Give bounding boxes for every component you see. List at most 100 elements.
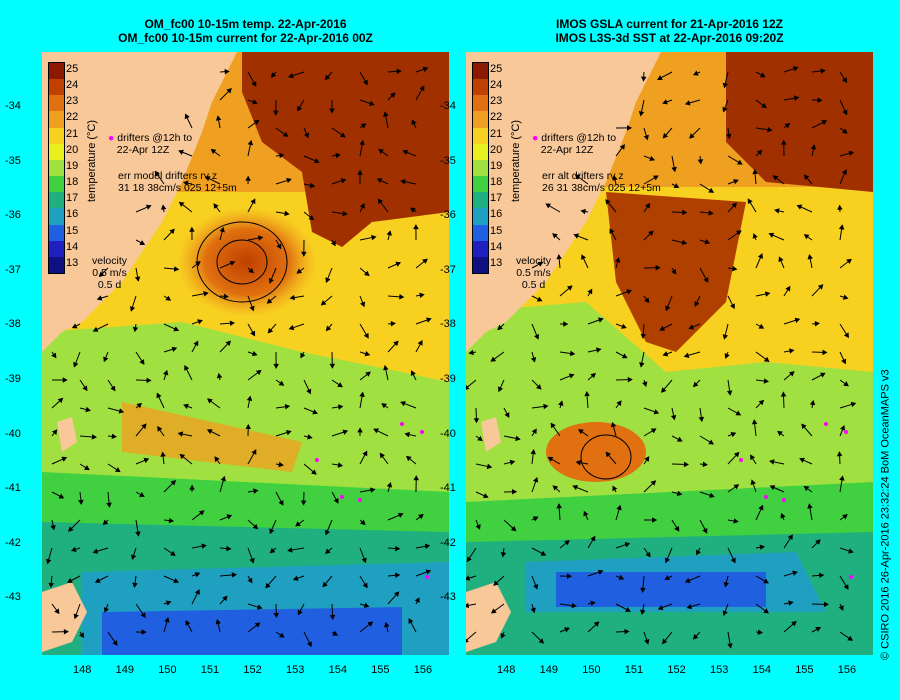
current-arrow-head bbox=[363, 602, 370, 608]
current-arrow-head bbox=[792, 570, 798, 576]
current-arrow-head bbox=[575, 460, 582, 466]
current-arrow-head bbox=[141, 629, 147, 635]
current-arrow-head bbox=[466, 384, 470, 390]
left-current-arrows bbox=[46, 66, 432, 648]
current-arrow-head bbox=[466, 575, 471, 581]
current-arrow-head bbox=[58, 493, 65, 499]
current-arrow-head bbox=[342, 429, 349, 435]
current-arrow-head bbox=[625, 606, 631, 612]
current-arrow-head bbox=[273, 612, 280, 619]
colorbar-swatch bbox=[49, 95, 64, 112]
current-arrow-head bbox=[605, 451, 611, 458]
current-arrow-head bbox=[735, 410, 742, 416]
current-arrow-head bbox=[597, 317, 604, 323]
colorbar-label: 18 bbox=[66, 176, 79, 189]
colorbar-swatch bbox=[473, 111, 488, 128]
colorbar-swatch bbox=[49, 111, 64, 128]
current-arrow-head bbox=[141, 423, 147, 430]
current-arrow-head bbox=[395, 545, 401, 552]
current-arrow-head bbox=[371, 234, 377, 241]
current-arrow-head bbox=[402, 149, 409, 155]
right-err-label: err alt drifters rv z 26 31 38cm/s 025 1… bbox=[542, 170, 661, 194]
current-arrow-head bbox=[103, 607, 110, 613]
current-arrow-head bbox=[785, 285, 791, 292]
left-land-tasmania bbox=[42, 582, 87, 652]
current-arrow-head bbox=[223, 293, 229, 300]
current-arrow-head bbox=[396, 68, 402, 75]
current-arrow-head bbox=[340, 178, 347, 184]
current-arrow-head bbox=[819, 372, 826, 378]
current-arrow-head bbox=[250, 198, 256, 205]
current-arrow-head bbox=[289, 294, 295, 301]
current-arrow-head bbox=[288, 324, 295, 331]
current-arrow-head bbox=[393, 591, 400, 597]
current-arrow-head bbox=[335, 152, 341, 159]
current-arrow-head bbox=[198, 510, 205, 516]
current-arrow-head bbox=[189, 484, 195, 490]
lon-tick-label: 149 bbox=[115, 664, 134, 676]
current-arrow-head bbox=[231, 572, 237, 578]
current-arrow-head bbox=[96, 295, 103, 301]
current-arrow-head bbox=[530, 607, 536, 614]
current-arrow-head bbox=[493, 580, 499, 586]
current-arrow-head bbox=[621, 353, 628, 359]
colorbar-label: 13 bbox=[66, 256, 79, 269]
current-arrow-head bbox=[329, 363, 336, 369]
current-arrow-head bbox=[799, 457, 805, 463]
current-arrow-head bbox=[644, 638, 650, 645]
current-arrow-head bbox=[201, 543, 207, 549]
current-arrow-head bbox=[210, 148, 217, 155]
current-arrow-head bbox=[626, 289, 632, 295]
current-arrow-head bbox=[587, 288, 593, 295]
current-arrow-head bbox=[229, 320, 236, 326]
current-arrow-head bbox=[226, 545, 232, 552]
current-arrow-head bbox=[612, 485, 618, 492]
current-arrow-head bbox=[676, 436, 683, 442]
lat-tick-label: -38 bbox=[440, 318, 456, 331]
current-arrow-head bbox=[640, 76, 647, 82]
current-arrow-head bbox=[229, 260, 236, 266]
current-arrow-head bbox=[722, 334, 729, 340]
current-arrow-head bbox=[726, 133, 732, 140]
current-arrow-head bbox=[584, 391, 590, 397]
lat-tick-label: -39 bbox=[440, 373, 456, 385]
left-land-mainland bbox=[42, 52, 237, 352]
current-arrow-head bbox=[657, 604, 664, 611]
current-arrow-head bbox=[708, 210, 714, 216]
current-arrow-head bbox=[425, 569, 432, 575]
current-arrow-head bbox=[850, 401, 857, 408]
current-arrow-head bbox=[566, 573, 573, 579]
current-arrow-head bbox=[747, 198, 753, 205]
current-arrow-head bbox=[394, 572, 401, 579]
right-map-svg bbox=[466, 52, 873, 655]
current-arrow-head bbox=[703, 277, 709, 283]
current-arrow-head bbox=[342, 210, 348, 217]
current-arrow-head bbox=[337, 404, 344, 410]
current-arrow-head bbox=[627, 376, 633, 383]
current-arrow-head bbox=[727, 643, 733, 649]
current-arrow-head bbox=[278, 461, 284, 468]
current-arrow-head bbox=[297, 105, 303, 112]
current-arrow-head bbox=[300, 352, 306, 359]
current-arrow-head bbox=[814, 320, 820, 327]
current-arrow-head bbox=[184, 364, 190, 371]
current-arrow-head bbox=[616, 400, 622, 406]
current-arrow-head bbox=[810, 144, 817, 150]
current-arrow-head bbox=[257, 235, 264, 241]
current-arrow-head bbox=[143, 457, 150, 464]
colorbar-swatch bbox=[49, 159, 64, 177]
current-arrow-head bbox=[644, 297, 650, 304]
colorbar-label: 14 bbox=[66, 240, 79, 253]
current-arrow-head bbox=[778, 256, 784, 263]
current-arrow-head bbox=[194, 572, 201, 578]
current-arrow-head bbox=[509, 459, 516, 466]
current-arrow-head bbox=[531, 428, 537, 435]
current-arrow-head bbox=[791, 620, 797, 627]
current-arrow-head bbox=[758, 323, 765, 329]
current-arrow-head bbox=[682, 209, 688, 216]
current-arrow-head bbox=[540, 550, 547, 556]
current-arrow-head bbox=[801, 423, 807, 430]
current-arrow-head bbox=[177, 431, 184, 437]
current-arrow-head bbox=[183, 180, 189, 186]
current-arrow-head bbox=[360, 123, 367, 129]
